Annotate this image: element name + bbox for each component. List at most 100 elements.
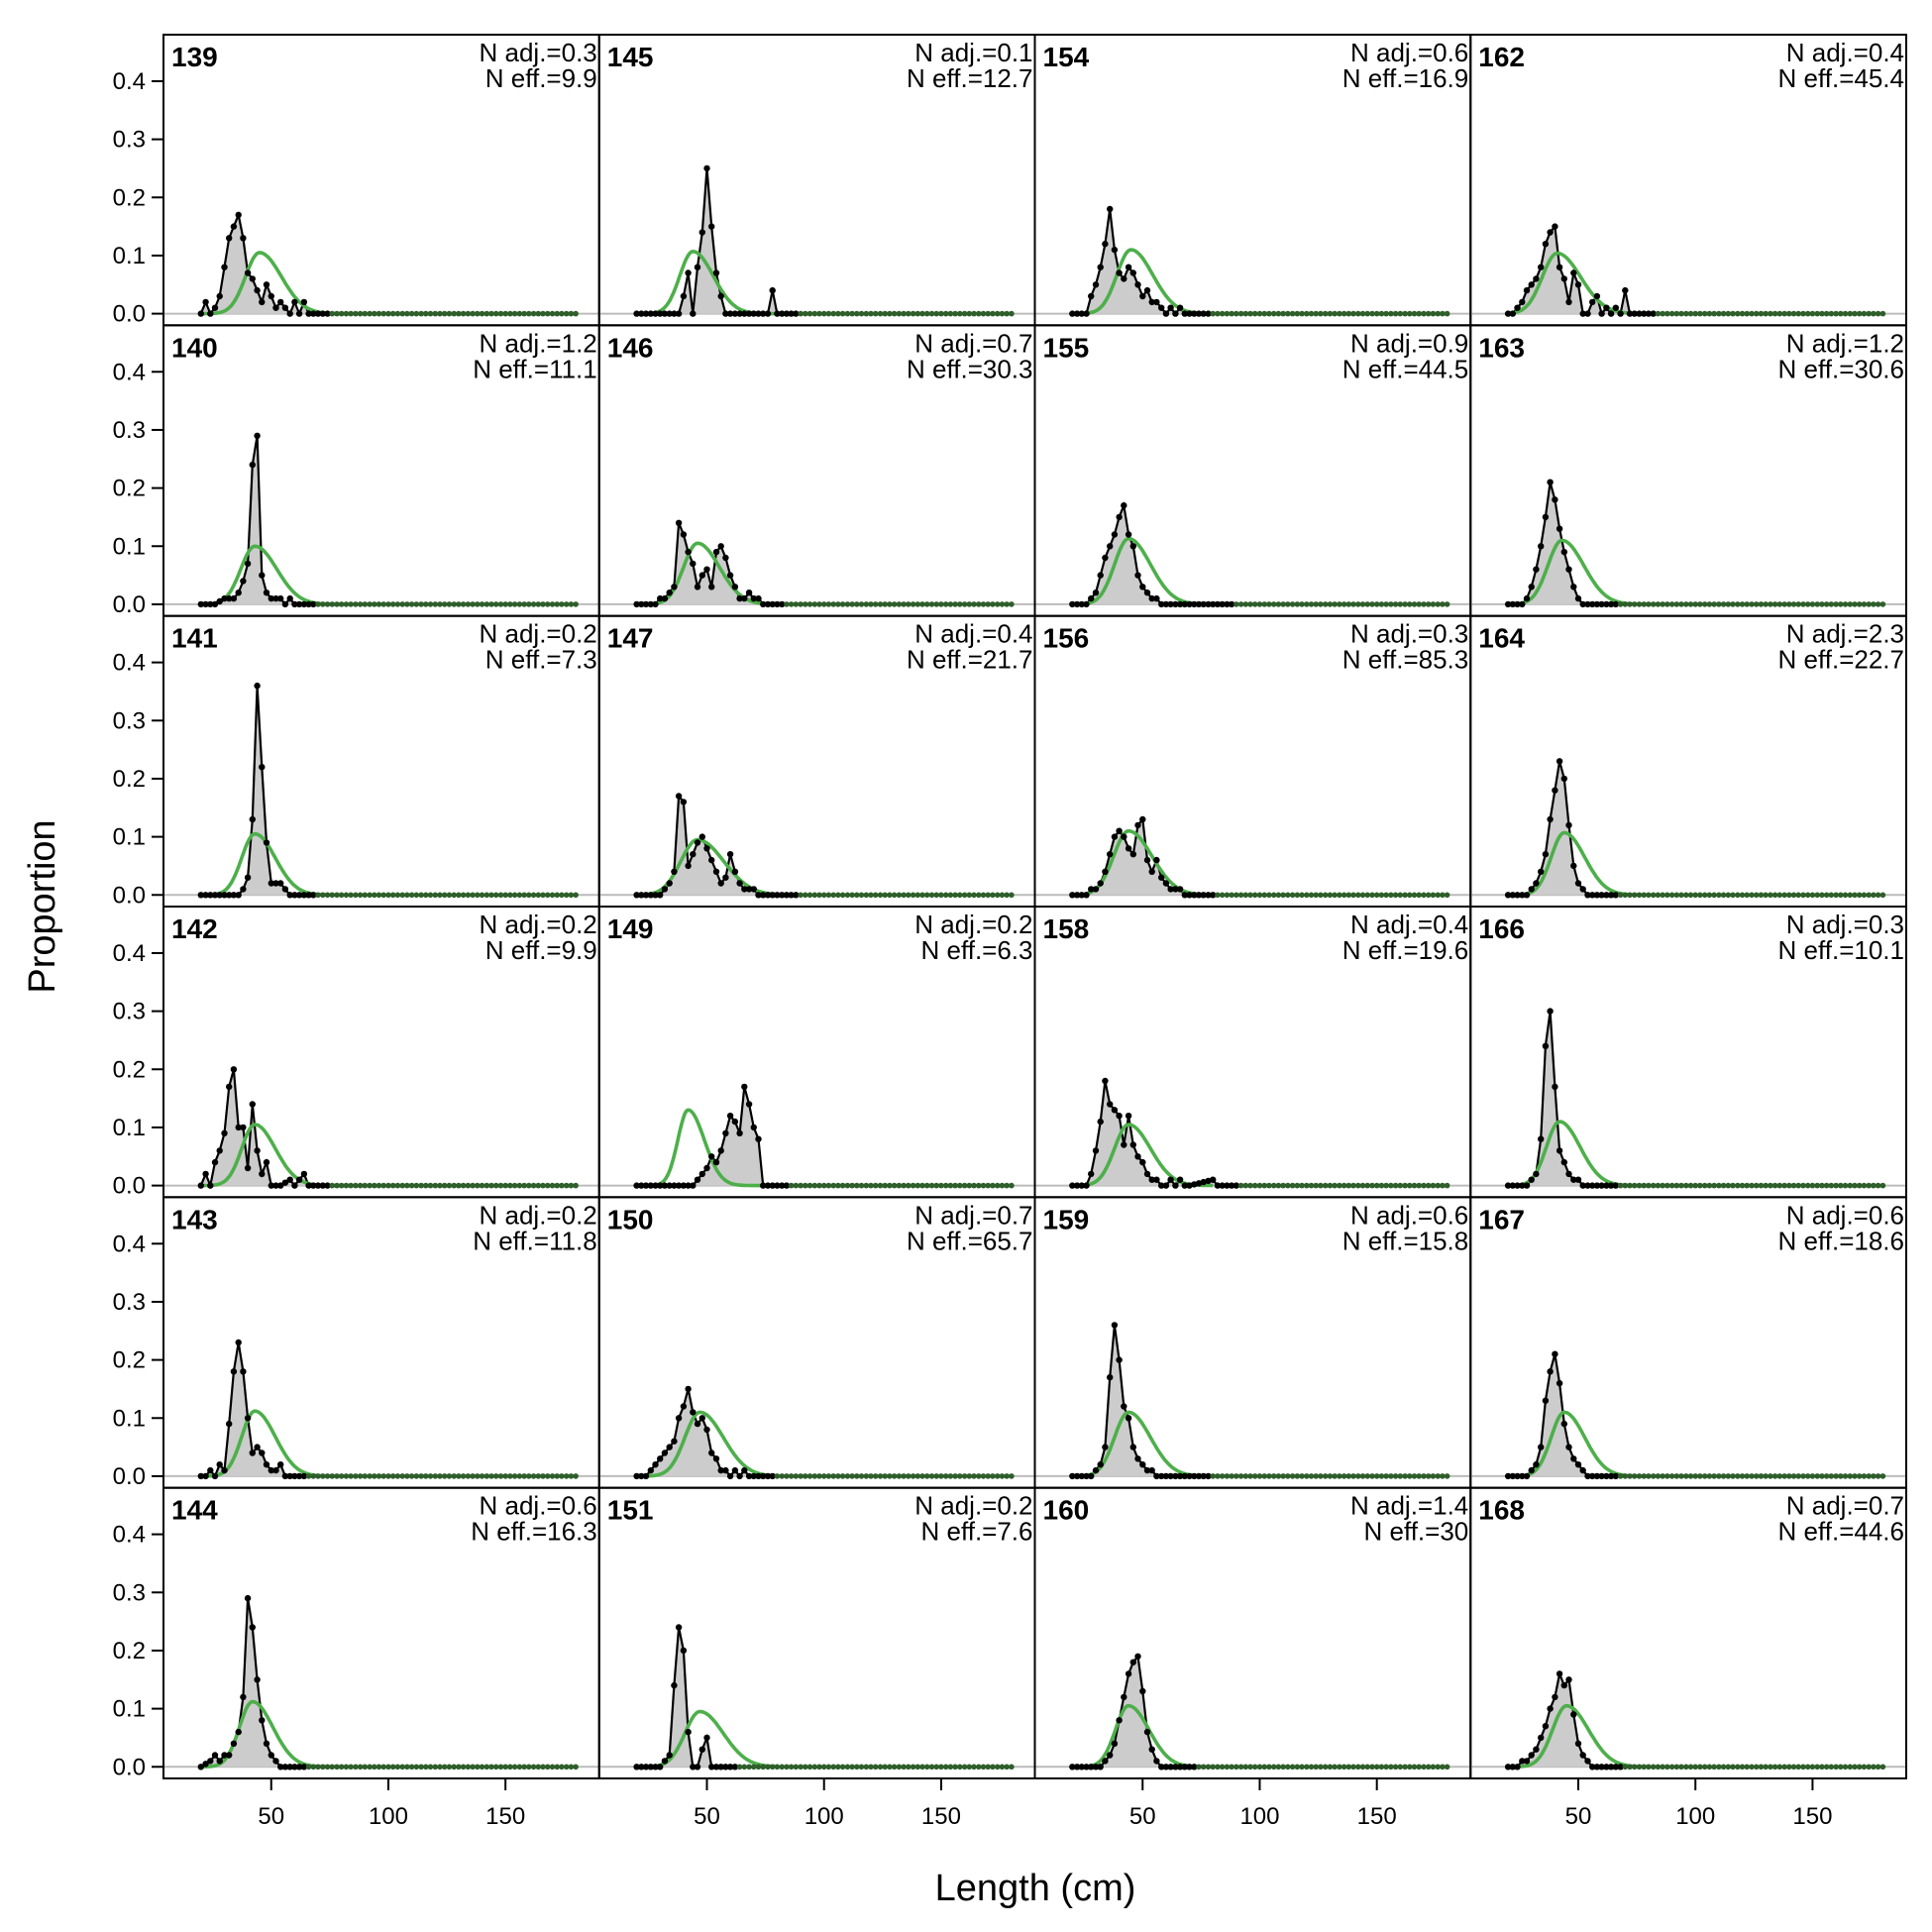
observed-point bbox=[1129, 1444, 1137, 1450]
panel-title: 155 bbox=[1043, 332, 1090, 363]
observed-point bbox=[1612, 1764, 1620, 1771]
observed-point bbox=[1603, 304, 1610, 311]
observed-point bbox=[1711, 310, 1717, 317]
observed-point bbox=[418, 310, 424, 317]
n-eff-label: N eff.=21.7 bbox=[907, 645, 1032, 675]
observed-point bbox=[563, 601, 570, 607]
observed-point bbox=[1509, 1764, 1517, 1771]
observed-point bbox=[259, 764, 266, 771]
y-tick-label: 0.2 bbox=[113, 1638, 146, 1664]
observed-point bbox=[703, 845, 710, 852]
observed-point bbox=[483, 601, 490, 607]
panel-title: 154 bbox=[1043, 42, 1090, 72]
observed-point bbox=[1369, 892, 1375, 899]
observed-point bbox=[1593, 1764, 1601, 1771]
observed-point bbox=[348, 310, 354, 317]
observed-point bbox=[906, 892, 912, 899]
observed-point bbox=[994, 310, 1001, 317]
observed-point bbox=[1523, 286, 1531, 294]
observed-point bbox=[680, 1647, 688, 1655]
observed-point bbox=[820, 601, 827, 607]
observed-point bbox=[952, 1764, 958, 1771]
observed-point bbox=[741, 886, 748, 893]
observed-point bbox=[305, 1473, 312, 1479]
observed-point bbox=[1270, 310, 1277, 317]
observed-point bbox=[1786, 310, 1792, 317]
observed-point bbox=[1294, 601, 1301, 607]
observed-point bbox=[1678, 310, 1684, 317]
observed-point bbox=[1701, 1764, 1708, 1771]
observed-point bbox=[816, 310, 822, 317]
observed-point bbox=[961, 1764, 968, 1771]
observed-point bbox=[741, 310, 748, 317]
observed-point bbox=[1134, 281, 1141, 288]
observed-point bbox=[1528, 1466, 1535, 1474]
observed-point bbox=[502, 601, 508, 607]
observed-point bbox=[451, 310, 458, 317]
observed-point bbox=[1673, 892, 1680, 899]
observed-point bbox=[1720, 892, 1727, 899]
y-tick-label: 0.4 bbox=[113, 650, 146, 677]
observed-point bbox=[854, 1764, 860, 1771]
observed-point bbox=[1176, 304, 1184, 311]
observed-point bbox=[221, 1129, 228, 1137]
observed-point bbox=[803, 601, 808, 607]
observed-point bbox=[1299, 892, 1305, 899]
observed-point bbox=[966, 1473, 973, 1479]
observed-point bbox=[882, 1182, 888, 1189]
observed-point bbox=[745, 1472, 753, 1480]
observed-point bbox=[1313, 310, 1319, 317]
observed-point bbox=[891, 601, 898, 607]
observed-point bbox=[779, 310, 786, 317]
observed-point bbox=[1421, 601, 1427, 607]
observed-point bbox=[830, 892, 836, 899]
observed-point bbox=[839, 1473, 846, 1479]
observed-point bbox=[1327, 1473, 1334, 1479]
observed-point bbox=[216, 597, 223, 605]
observed-point bbox=[291, 600, 298, 608]
observed-point bbox=[783, 310, 791, 317]
observed-point bbox=[1318, 601, 1324, 607]
observed-point bbox=[1819, 601, 1825, 607]
observed-point bbox=[526, 1182, 532, 1189]
observed-point bbox=[1256, 601, 1263, 607]
observed-point bbox=[1397, 1473, 1404, 1479]
observed-point bbox=[573, 1182, 579, 1189]
observed-point bbox=[488, 310, 494, 317]
observed-point bbox=[1129, 269, 1137, 276]
observed-point bbox=[1711, 1182, 1717, 1189]
observed-point bbox=[1795, 892, 1801, 899]
observed-point bbox=[1739, 892, 1746, 899]
observed-point bbox=[1828, 1473, 1835, 1479]
observed-point bbox=[470, 892, 476, 899]
observed-point bbox=[1359, 1182, 1366, 1189]
observed-point bbox=[1083, 600, 1090, 608]
observed-point bbox=[891, 1182, 898, 1189]
observed-point bbox=[1416, 1182, 1422, 1189]
observed-point bbox=[652, 1182, 659, 1189]
observed-point bbox=[1875, 1764, 1881, 1771]
observed-point bbox=[647, 892, 654, 899]
n-eff-label: N eff.=16.9 bbox=[1342, 63, 1468, 93]
y-tick-label: 0.2 bbox=[113, 766, 146, 793]
observed-point bbox=[784, 1764, 790, 1771]
observed-point bbox=[479, 1764, 485, 1771]
observed-point bbox=[999, 1473, 1006, 1479]
observed-point bbox=[1607, 1182, 1615, 1189]
observed-point bbox=[1673, 1182, 1680, 1189]
observed-point bbox=[1121, 275, 1127, 282]
observed-point bbox=[1622, 1473, 1629, 1479]
observed-point bbox=[1692, 892, 1698, 899]
observed-point bbox=[976, 892, 982, 899]
observed-point bbox=[427, 310, 434, 317]
panel-title: 156 bbox=[1043, 623, 1090, 654]
observed-point bbox=[530, 310, 537, 317]
observed-point bbox=[427, 892, 434, 899]
observed-point bbox=[868, 892, 874, 899]
observed-point bbox=[310, 1182, 317, 1189]
observed-point bbox=[1771, 601, 1778, 607]
observed-point bbox=[1650, 1473, 1657, 1479]
observed-point bbox=[1219, 1764, 1226, 1771]
observed-point bbox=[722, 1129, 729, 1137]
observed-point bbox=[549, 892, 556, 899]
